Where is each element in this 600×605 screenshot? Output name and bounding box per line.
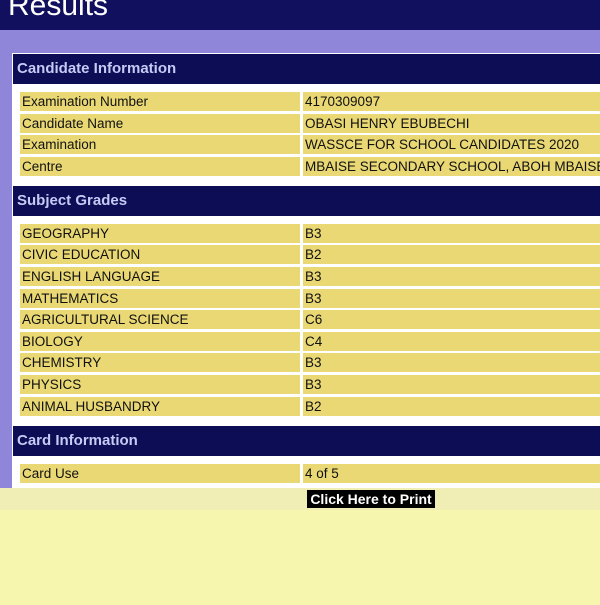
print-row (0, 488, 600, 510)
field-label: ENGLISH LANGUAGE (20, 267, 300, 286)
field-label: Card Use (20, 463, 300, 483)
field-label: BIOLOGY (20, 331, 300, 351)
print-button[interactable]: Click Here to Print (307, 490, 435, 508)
results-panel: Candidate Information Examination Number 4… (12, 53, 600, 488)
field-label: PHYSICS (20, 375, 300, 394)
page-title: Results (8, 0, 109, 22)
field-value: MBAISE SECONDARY SCHOOL, ABOH MBAISE (303, 156, 600, 176)
field-label: MATHEMATICS (20, 288, 300, 308)
field-value: C6 (303, 310, 600, 330)
field-label: GEOGRAPHY (20, 223, 300, 243)
field-value: B2 (303, 245, 600, 265)
field-value: B3 (303, 267, 600, 286)
field-value: 4170309097 (303, 92, 600, 111)
field-label: Centre (20, 156, 300, 176)
field-label: CIVIC EDUCATION (20, 245, 300, 265)
field-value: B3 (303, 375, 600, 394)
field-value: WASSCE FOR SCHOOL CANDIDATES 2020 (303, 135, 600, 155)
field-value: B2 (303, 396, 600, 416)
field-label: CHEMISTRY (20, 353, 300, 373)
field-value: 4 of 5 (303, 463, 600, 483)
field-value: B3 (303, 223, 600, 243)
section-header: Candidate Information (13, 54, 600, 84)
field-value: B3 (303, 288, 600, 308)
field-label: Candidate Name (20, 113, 300, 133)
section-header: Subject Grades (13, 185, 600, 216)
section-header: Card Information (13, 425, 600, 456)
field-label: Examination Number (20, 92, 300, 111)
field-label: Examination (20, 135, 300, 155)
field-value: OBASI HENRY EBUBECHI (303, 113, 600, 133)
field-value: C4 (303, 331, 600, 351)
top-bar: Results (0, 0, 600, 30)
field-label: AGRICULTURAL SCIENCE (20, 310, 300, 330)
field-label: ANIMAL HUSBANDRY (20, 396, 300, 416)
field-value: B3 (303, 353, 600, 373)
